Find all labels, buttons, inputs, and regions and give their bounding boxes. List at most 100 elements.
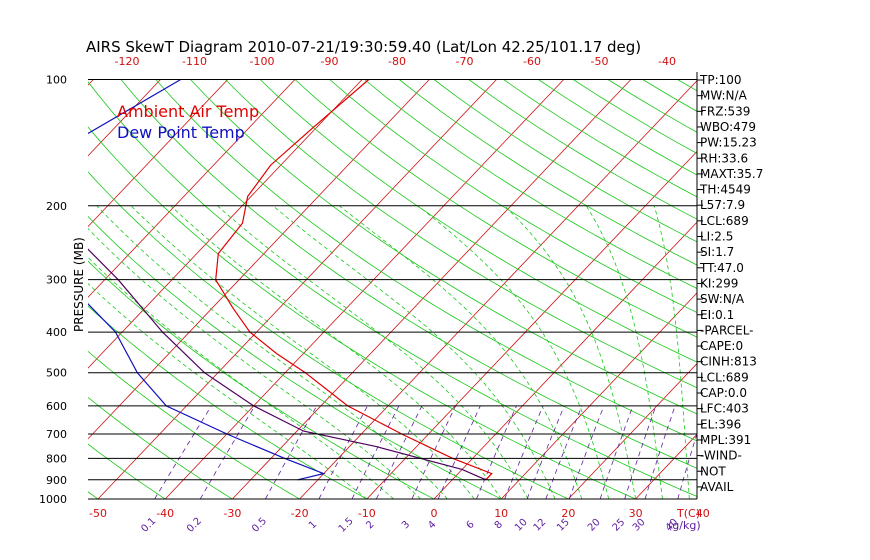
pressure-tick-label: 400 — [46, 326, 67, 339]
index-label: NOT — [700, 464, 726, 478]
mixing-ratio-tick-label: 3 — [400, 519, 412, 531]
mixing-ratio-line — [411, 405, 456, 499]
mixing-ratio-line — [545, 405, 583, 499]
top-temp-tick-label: -70 — [456, 55, 474, 68]
index-label: WBO:479 — [700, 120, 756, 134]
index-label: CINH:813 — [700, 355, 757, 369]
bottom-temp-tick-label: -30 — [223, 507, 241, 520]
index-label: SW:N/A — [700, 292, 745, 306]
mixing-ratio-line — [526, 405, 565, 499]
index-label: LI:2.5 — [700, 230, 733, 244]
mixing-ratio-tick-label: 2 — [364, 519, 376, 531]
mixing-ratio-line — [624, 405, 657, 499]
index-label: MPL:391 — [700, 433, 751, 447]
index-label: CAP:0.0 — [700, 386, 747, 400]
pressure-tick-label: 800 — [46, 452, 67, 465]
index-label: -PARCEL- — [700, 323, 754, 337]
bottom-temp-tick-label: 0 — [431, 507, 438, 520]
mixing-ratio-line — [568, 405, 605, 499]
series-parcel-line — [88, 248, 487, 481]
mixing-ratio-tick-label: 1 — [307, 519, 319, 531]
mixing-ratio-line — [504, 405, 544, 499]
isotherm-line — [88, 79, 296, 298]
dry-adiabat-line — [747, 80, 870, 500]
mixing-ratio-tick-label: 8 — [493, 519, 505, 531]
dry-adiabat-line — [88, 81, 697, 497]
pressure-tick-label: 1000 — [39, 493, 67, 506]
mixing-ratio-line — [318, 405, 368, 499]
pressure-tick-label: 900 — [46, 474, 67, 487]
moist-adiabat-line — [653, 205, 690, 499]
isotherm-line — [88, 79, 363, 369]
index-label: FRZ:539 — [700, 104, 750, 118]
mixing-ratio-line — [644, 405, 676, 499]
dry-adiabat-line — [225, 79, 697, 389]
index-label: CAPE:0 — [700, 339, 743, 353]
index-label: RH:33.6 — [700, 151, 748, 165]
isotherm-line — [0, 80, 26, 500]
mixing-ratio-line — [599, 405, 634, 499]
isotherm-line — [770, 80, 870, 500]
mixing-ratio-tick-label: 0.2 — [185, 516, 204, 535]
dry-adiabat-line — [259, 79, 697, 363]
mixing-ratio-unit-label: (g/kg) — [668, 519, 701, 532]
series-ambient-air-temp-line — [215, 79, 493, 481]
mixing-ratio-line — [437, 405, 481, 499]
mixing-ratio-tick-label: 10 — [513, 517, 530, 534]
mixing-ratio-tick-label: 1.5 — [337, 516, 356, 535]
top-temp-tick-label: -50 — [591, 55, 609, 68]
pressure-tick-label: 700 — [46, 428, 67, 441]
moist-adiabat-line — [88, 256, 394, 499]
dry-adiabat-line — [0, 80, 31, 500]
dry-adiabat-line — [294, 79, 697, 338]
dry-adiabat-line — [88, 305, 367, 499]
dry-adiabat-line — [88, 260, 435, 499]
top-temp-tick-label: -60 — [523, 55, 541, 68]
bottom-temp-tick-label: -20 — [291, 507, 309, 520]
index-label: LFC:403 — [700, 402, 749, 416]
chart-title: AIRS SkewT Diagram 2010-07-21/19:30:59.4… — [86, 38, 641, 56]
index-label: SI:1.7 — [700, 245, 734, 259]
moist-adiabat-line — [88, 283, 368, 499]
dry-adiabat-line — [190, 79, 697, 415]
isotherm-line — [837, 80, 870, 500]
dry-adiabat-line — [88, 396, 233, 499]
index-label: EL:396 — [700, 417, 741, 431]
bottom-temp-tick-label: -50 — [89, 507, 107, 520]
x-axis-label: T(C) — [676, 507, 700, 520]
isotherm-line — [299, 80, 697, 499]
pressure-tick-label: 100 — [46, 74, 67, 87]
index-label: AVAIL — [700, 480, 734, 494]
bottom-temp-tick-label: 10 — [494, 507, 508, 520]
top-temp-tick-label: -120 — [115, 55, 140, 68]
index-label: LCL:689 — [700, 214, 749, 228]
mixing-ratio-tick-label: 4 — [426, 519, 438, 531]
index-label: MAXT:35.7 — [700, 167, 763, 181]
bottom-temp-tick-label: 30 — [629, 507, 643, 520]
isotherm-line — [500, 292, 697, 499]
dry-adiabat-line — [782, 80, 870, 500]
mixing-ratio-tick-label: 20 — [586, 517, 603, 534]
isotherm-line — [97, 79, 497, 499]
isotherm-line — [88, 79, 229, 228]
pressure-tick-label: 300 — [46, 274, 67, 287]
mixing-ratio-line — [677, 432, 697, 499]
legend-dew-point-temp: Dew Point Temp — [117, 123, 245, 142]
mixing-ratio-line — [476, 405, 517, 499]
dry-adiabat-line — [120, 79, 697, 469]
index-label: EI:0.1 — [700, 308, 734, 322]
dry-adiabat-line — [398, 79, 697, 266]
isotherm-line — [88, 79, 161, 157]
index-label: TH:4549 — [699, 183, 751, 197]
moist-adiabat-line — [272, 205, 556, 499]
index-label: KI:299 — [700, 276, 738, 290]
bottom-temp-tick-label: -10 — [358, 507, 376, 520]
isotherm-line — [568, 363, 697, 499]
index-label: TP:100 — [699, 73, 742, 87]
moist-adiabat-line — [339, 205, 583, 499]
isotherm-line — [164, 79, 565, 499]
dry-adiabat-line — [364, 79, 697, 289]
mixing-ratio-line — [154, 405, 212, 499]
moist-adiabat-line — [217, 205, 529, 499]
